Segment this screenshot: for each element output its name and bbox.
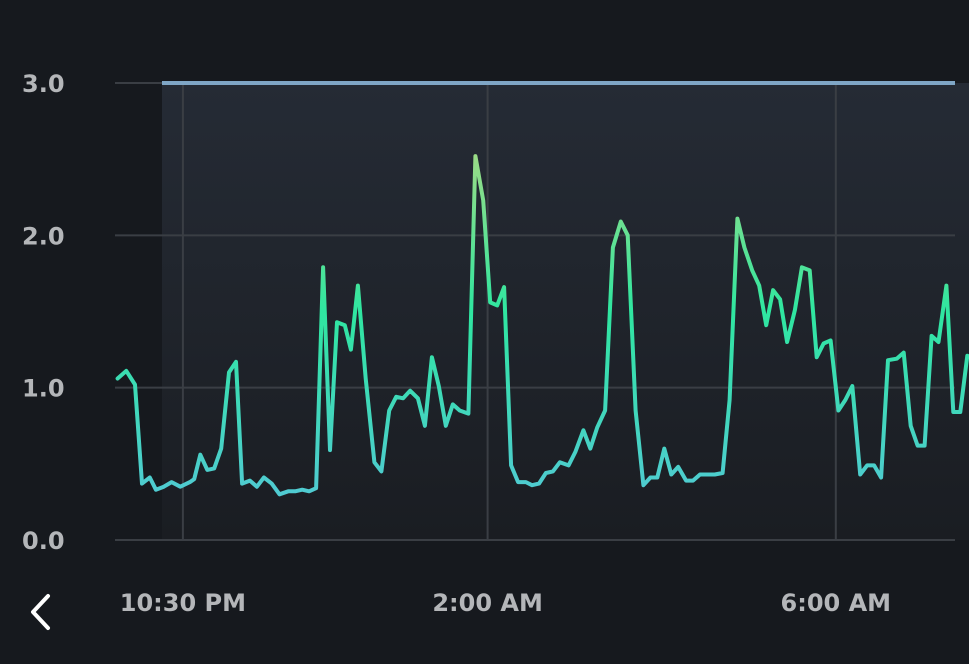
y-tick-label: 0.0: [22, 527, 65, 555]
x-tick-label: 2:00 AM: [432, 589, 543, 617]
y-tick-label: 3.0: [22, 70, 65, 98]
x-tick-label: 6:00 AM: [781, 589, 892, 617]
y-tick-label: 1.0: [22, 375, 65, 403]
data-line: [115, 154, 969, 497]
sleep-region: [162, 83, 969, 540]
grid: [115, 82, 955, 541]
y-tick-label: 2.0: [22, 222, 65, 250]
plot: [115, 81, 969, 497]
back-button[interactable]: [31, 594, 50, 630]
x-tick-label: 10:30 PM: [120, 589, 246, 617]
